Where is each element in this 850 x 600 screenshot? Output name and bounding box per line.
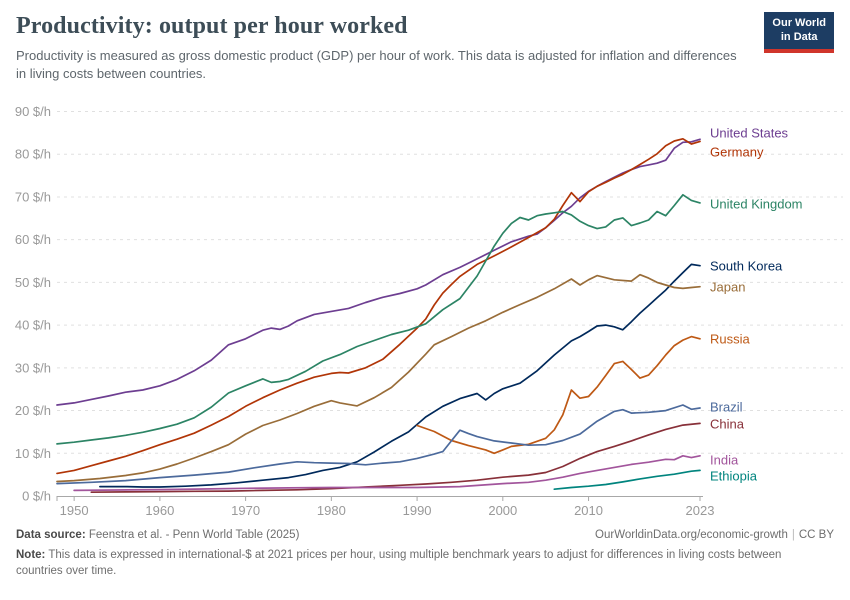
series-line-brazil[interactable]: [56, 404, 701, 485]
series-label-russia[interactable]: Russia: [710, 332, 751, 347]
y-axis-tick-label: 30 $/h: [15, 360, 51, 375]
series-label-south-korea[interactable]: South Korea: [710, 259, 783, 274]
series-label-germany[interactable]: Germany: [710, 145, 764, 160]
series-line-south-korea[interactable]: [99, 263, 701, 488]
y-axis-tick-label: 40 $/h: [15, 318, 51, 333]
y-axis-tick-label: 60 $/h: [15, 232, 51, 247]
footer-note: Note: This data is expressed in internat…: [16, 547, 828, 579]
owid-url-link[interactable]: OurWorldinData.org/economic-growth: [595, 529, 788, 541]
owid-logo-line2: in Data: [780, 30, 818, 43]
series-line-china[interactable]: [90, 422, 701, 494]
series-line-russia[interactable]: [416, 335, 701, 455]
y-axis-tick-label: 50 $/h: [15, 275, 51, 290]
datasource-label: Data source:: [16, 529, 86, 541]
y-axis-tick-label: 80 $/h: [15, 147, 51, 162]
license-badge: CC BY: [798, 529, 834, 541]
series-line-india[interactable]: [73, 454, 701, 492]
x-axis-tick-label-1980: 1980: [317, 503, 346, 518]
footer-datasource: Data source: Feenstra et al. - Penn Worl…: [16, 529, 299, 541]
page-title: Productivity: output per hour worked: [16, 13, 408, 39]
x-axis-tick-label-1990: 1990: [403, 503, 432, 518]
y-axis-tick-label: 20 $/h: [15, 403, 51, 418]
chart-header: Productivity: output per hour worked Pro…: [16, 13, 756, 84]
series-label-india[interactable]: India: [710, 453, 739, 468]
x-axis-tick-label-1970: 1970: [231, 503, 260, 518]
series-label-china[interactable]: China: [710, 417, 745, 432]
datasource-text: Feenstra et al. - Penn World Table (2025…: [88, 529, 300, 541]
owid-logo[interactable]: Our World in Data: [764, 12, 834, 53]
series-line-united-states[interactable]: [56, 138, 701, 406]
note-label: Note:: [16, 549, 46, 561]
series-line-germany[interactable]: [56, 137, 701, 475]
footer-links: OurWorldinData.org/economic-growth | CC BY: [595, 529, 834, 541]
owid-logo-line1: Our World: [772, 17, 826, 29]
series-line-japan[interactable]: [56, 273, 701, 483]
x-axis-tick-label-2000: 2000: [488, 503, 517, 518]
x-axis-tick-label-1960: 1960: [145, 503, 174, 518]
series-label-japan[interactable]: Japan: [710, 280, 745, 295]
series-label-united-kingdom[interactable]: United Kingdom: [710, 197, 803, 212]
y-axis-tick-label: 90 $/h: [15, 104, 51, 119]
series-label-united-states[interactable]: United States: [710, 126, 789, 141]
x-axis-tick-label-2010: 2010: [574, 503, 603, 518]
chart-footer: Data source: Feenstra et al. - Penn Worl…: [16, 529, 834, 579]
y-axis-tick-label: 0 $/h: [22, 489, 51, 504]
note-text: This data is expressed in international-…: [16, 549, 782, 578]
y-axis-tick-label: 10 $/h: [15, 446, 51, 461]
x-axis-tick-label-2023: 2023: [686, 503, 715, 518]
chart-subtitle: Productivity is measured as gross domest…: [16, 48, 737, 82]
series-line-united-kingdom[interactable]: [56, 193, 701, 445]
footer-divider: |: [791, 529, 795, 541]
x-axis-tick-label-1950: 1950: [60, 503, 89, 518]
y-axis-tick-label: 70 $/h: [15, 189, 51, 204]
series-label-ethiopia[interactable]: Ethiopia: [710, 469, 758, 484]
series-line-ethiopia[interactable]: [553, 469, 701, 491]
series-label-brazil[interactable]: Brazil: [710, 400, 743, 415]
